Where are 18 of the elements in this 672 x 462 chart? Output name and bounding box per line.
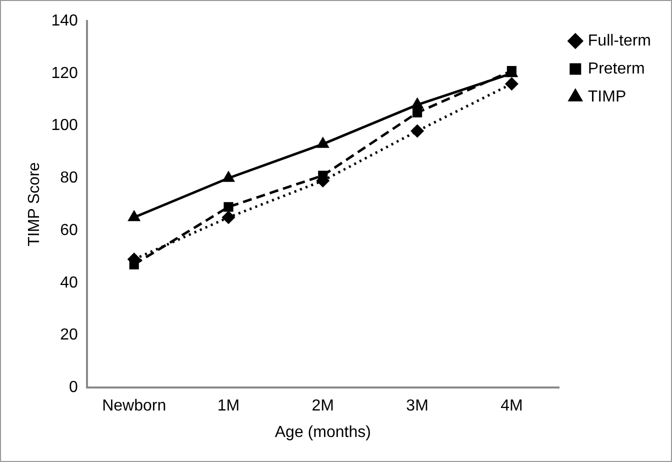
- x-tick-label: 3M: [406, 398, 428, 415]
- x-axis-title: Age (months): [274, 424, 371, 441]
- legend-label: Full-term: [588, 32, 651, 50]
- legend-label: Preterm: [588, 60, 645, 78]
- y-tick-label: 80: [60, 170, 78, 187]
- y-axis-title: TIMP Score: [26, 162, 44, 246]
- y-tick-label: 60: [60, 222, 78, 239]
- y-tick-label: 0: [68, 379, 78, 396]
- y-tick-label: 100: [51, 117, 78, 134]
- x-tick-label: 1M: [217, 398, 240, 415]
- y-tick-label: 120: [51, 64, 78, 82]
- x-tick-label: 4M: [500, 398, 523, 415]
- x-tick-label: 2M: [312, 398, 334, 415]
- y-tick-label: 140: [51, 12, 78, 30]
- x-tick-label: Newborn: [102, 398, 166, 415]
- y-tick-label: 20: [60, 326, 78, 344]
- y-tick-label: 40: [60, 274, 78, 292]
- legend-label: TIMP: [588, 88, 626, 106]
